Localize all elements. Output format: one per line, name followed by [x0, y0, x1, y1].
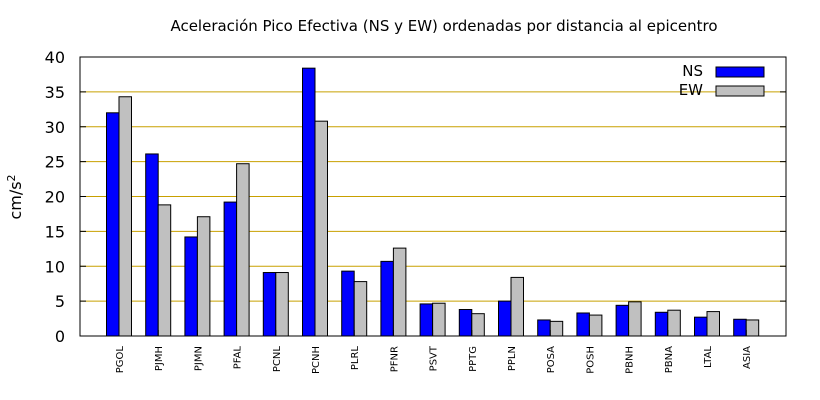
bar-ew-pjmh [157, 204, 172, 337]
y-axis-label-exponent: 2 [5, 174, 18, 181]
bar-ns-posa [537, 319, 551, 337]
x-tick-label: PBNA [664, 346, 675, 373]
x-tick-label: PJMH [154, 346, 165, 371]
y-tick-label: 40 [45, 48, 65, 67]
bar-ns-asia [733, 318, 747, 337]
x-tick-label: PJMN [193, 346, 204, 371]
bar-ew-plrl [353, 281, 368, 337]
x-tick-label: POSA [546, 346, 557, 373]
bar-ew-posa [549, 320, 564, 337]
bar-ew-posh [588, 314, 603, 337]
y-tick-label: 5 [55, 292, 65, 311]
x-tick-label: ASIA [742, 346, 753, 369]
y-axis-label-unit: cm/s [6, 181, 25, 219]
bar-ns-psvt [419, 303, 434, 337]
bar-ns-pjmn [184, 236, 198, 337]
bar-ns-pgol [106, 112, 120, 337]
x-axis-ticks: PGOL PJMH PJMN PFAL PCNL PCNH PLRL PFNR PSVT PPTG… [115, 330, 753, 374]
bar-ew-pfal [236, 163, 250, 337]
y-tick-label: 25 [45, 153, 65, 172]
bars-layer [106, 67, 760, 337]
bar-ew-pbna [667, 309, 681, 337]
y-axis-label: cm/s2 [5, 174, 26, 219]
bar-ns-ltal [694, 316, 708, 337]
bar-ew-ltal [706, 311, 720, 337]
bar-ew-pptg [471, 313, 485, 337]
bar-ew-asia [745, 319, 760, 337]
bar-ns-pcnl [262, 272, 277, 337]
bar-ns-pptg [458, 308, 473, 337]
chart-title: Aceleración Pico Efectiva (NS y EW) orde… [170, 17, 717, 35]
x-tick-label: PFNR [389, 346, 400, 372]
y-tick-label: 35 [45, 83, 65, 102]
y-tick-label: 20 [45, 188, 65, 207]
bar-ns-posh [576, 312, 590, 337]
bar-ns-pfnr [380, 260, 394, 337]
bar-ns-ppln [498, 300, 512, 337]
x-tick-label: PPLN [507, 346, 518, 371]
y-tick-label: 15 [45, 222, 65, 241]
x-tick-label: PSVT [429, 345, 440, 371]
x-tick-label: PCNL [272, 346, 283, 372]
y-tick-label: 10 [45, 257, 65, 276]
bar-ew-ppln [510, 276, 524, 337]
bar-ew-pgol [118, 96, 132, 337]
bar-ew-pcnh [314, 120, 328, 337]
bar-ew-psvt [432, 302, 446, 337]
y-tick-label: 0 [55, 327, 65, 346]
x-tick-label: PFAL [233, 346, 244, 370]
bar-ns-pcnh [302, 67, 316, 337]
bar-ew-pfnr [392, 247, 407, 337]
bar-ew-pbnh [628, 301, 642, 337]
x-tick-label: PBNH [625, 346, 636, 374]
legend-label-ns: NS [682, 62, 703, 80]
legend-swatch-ns [715, 66, 765, 78]
legend-label-ew: EW [679, 81, 703, 99]
legend-swatch-ew [715, 85, 765, 97]
bar-ew-pjmn [196, 216, 211, 337]
x-tick-label: PCNH [311, 346, 322, 374]
bar-ns-plrl [341, 270, 355, 337]
y-axis-ticks: 0 5 10 15 20 25 30 35 40 [45, 48, 786, 346]
bar-ns-pbna [654, 311, 669, 337]
bar-ew-pcnl [275, 272, 289, 337]
legend: NS EW [679, 62, 765, 99]
x-tick-label: PLRL [350, 346, 361, 371]
bar-ns-pfal [223, 201, 238, 337]
bar-ns-pbnh [615, 304, 630, 337]
x-tick-label: POSH [585, 346, 596, 374]
x-tick-label: LTAL [703, 346, 714, 368]
x-tick-label: PGOL [115, 346, 126, 374]
y-tick-label: 30 [45, 118, 65, 137]
x-tick-label: PPTG [468, 346, 479, 372]
bar-ns-pjmh [145, 153, 159, 337]
